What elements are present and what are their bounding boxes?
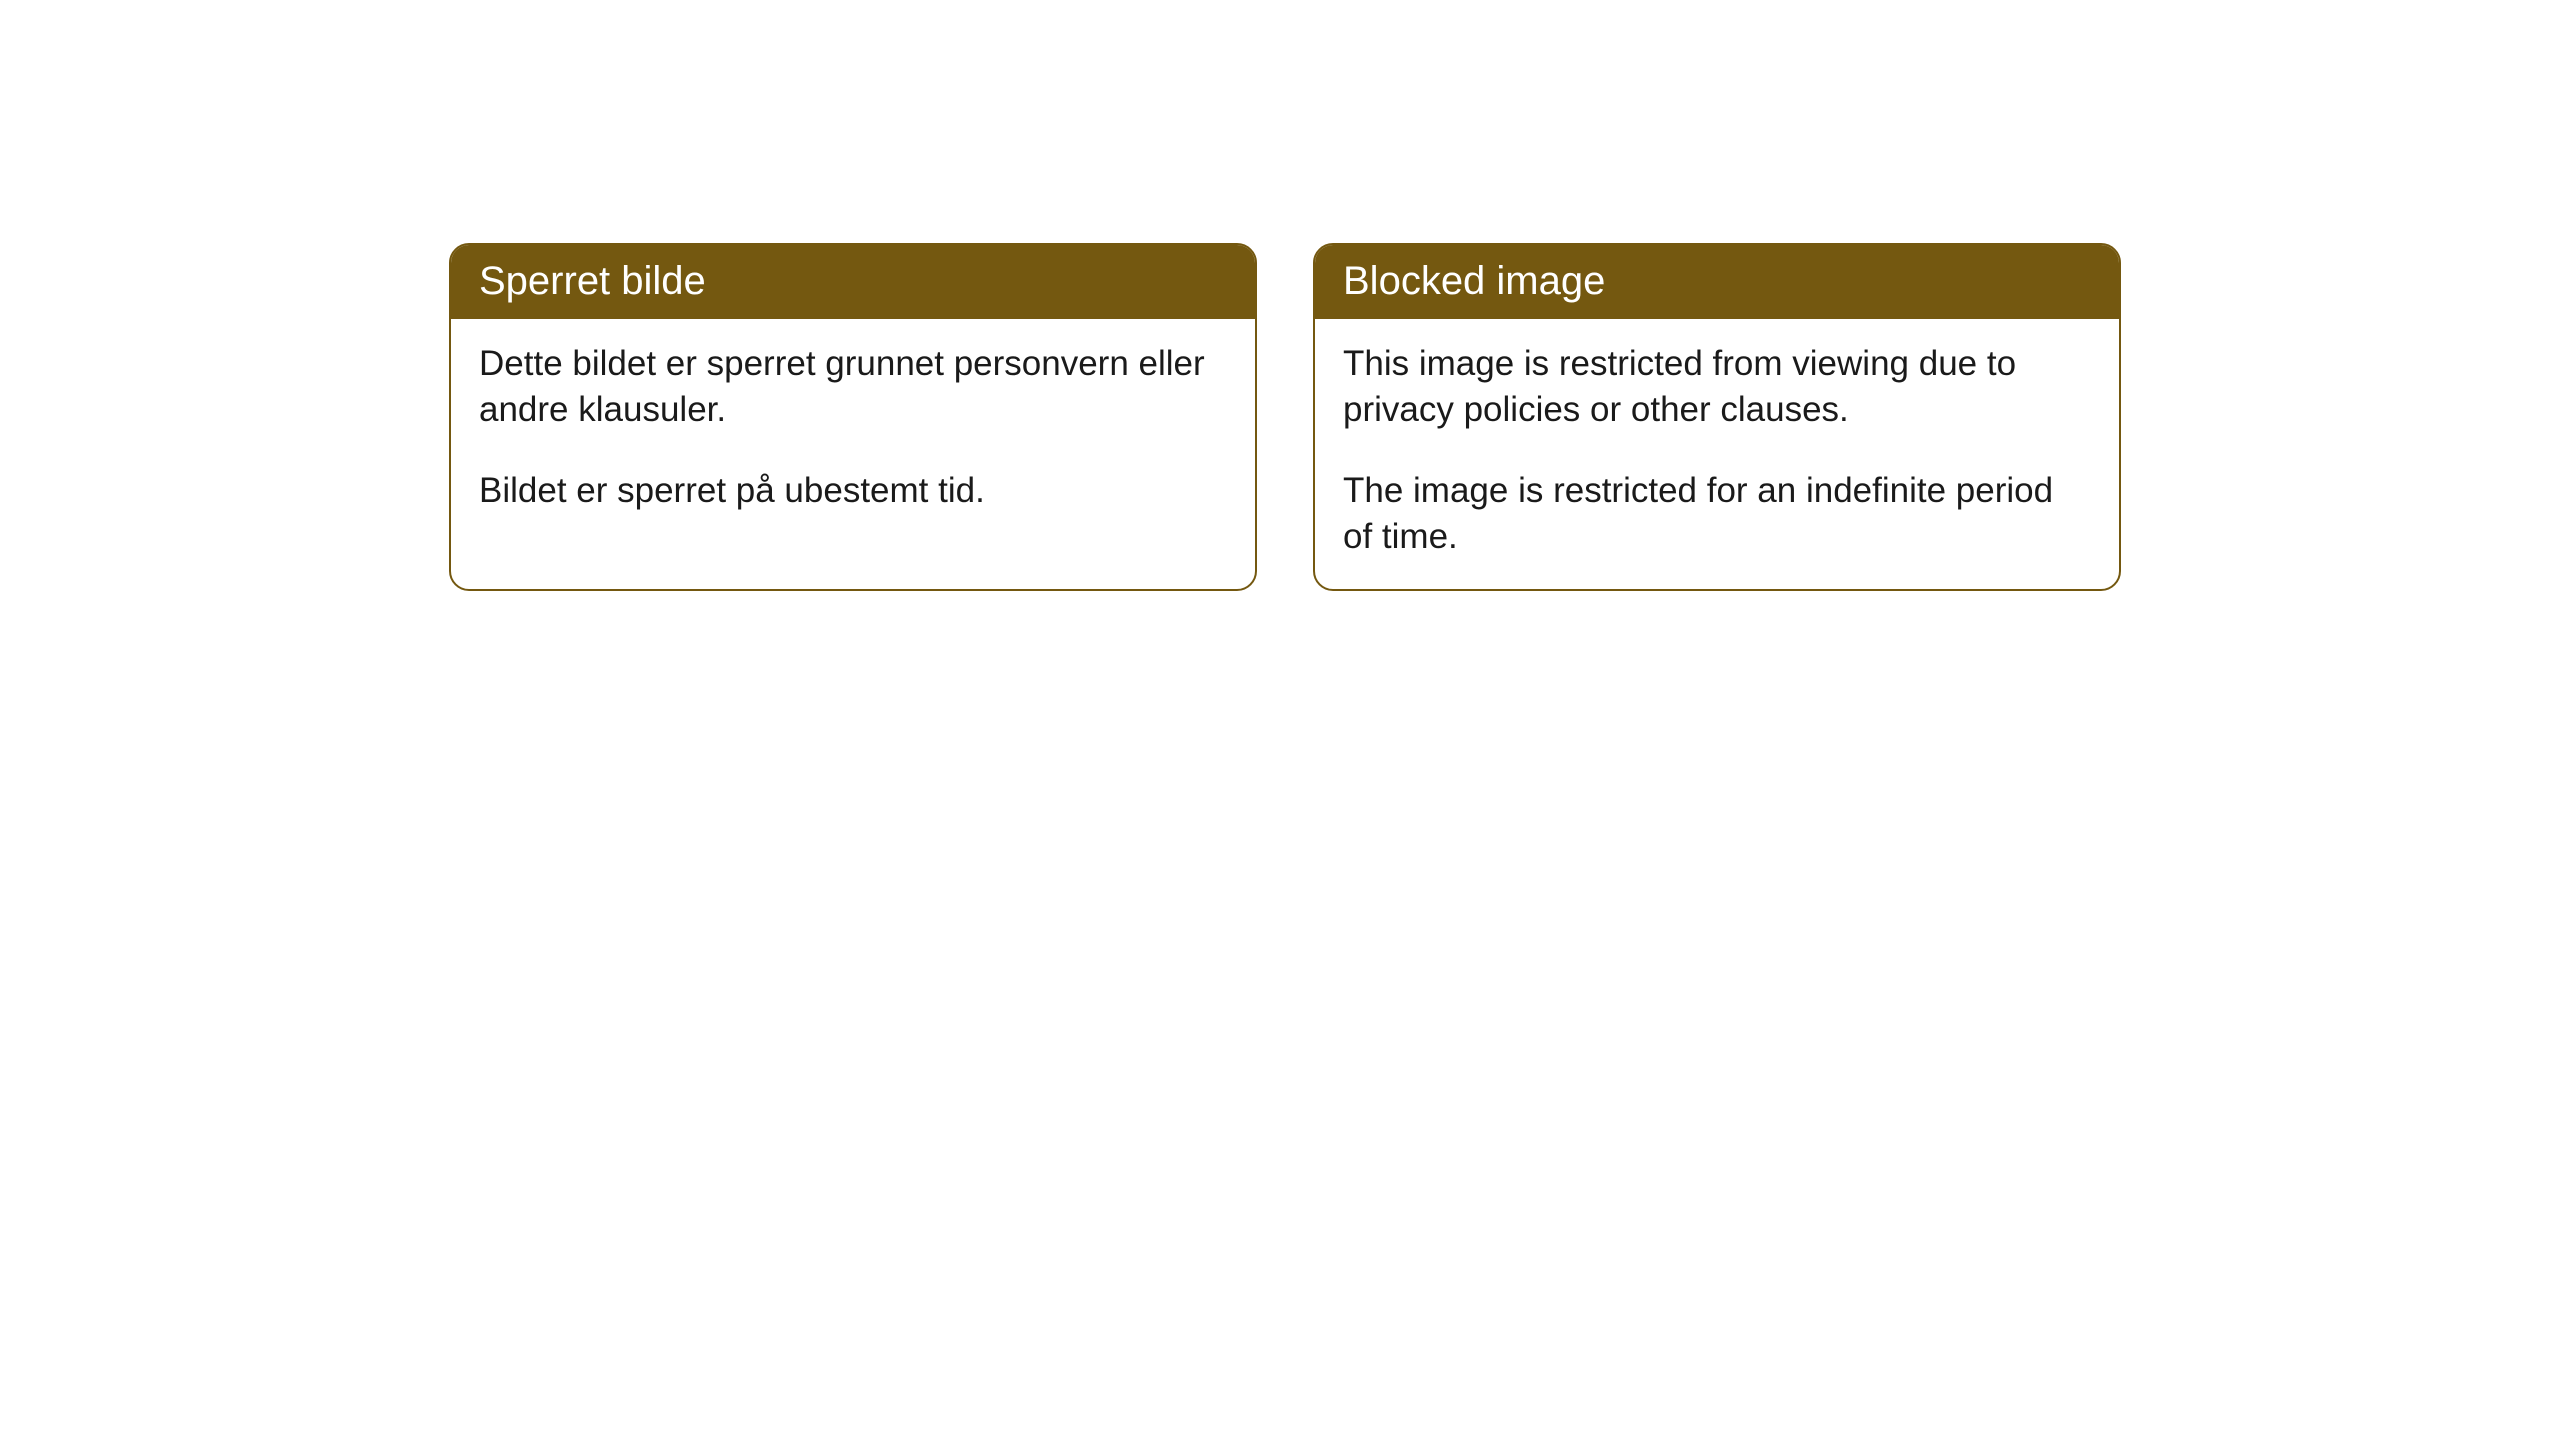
card-paragraph: Dette bildet er sperret grunnet personve… [479, 341, 1227, 432]
card-paragraph: The image is restricted for an indefinit… [1343, 468, 2091, 559]
card-paragraph: Bildet er sperret på ubestemt tid. [479, 468, 1227, 514]
card-body: Dette bildet er sperret grunnet personve… [451, 319, 1255, 589]
card-header: Sperret bilde [451, 245, 1255, 319]
card-header: Blocked image [1315, 245, 2119, 319]
card-paragraph: This image is restricted from viewing du… [1343, 341, 2091, 432]
card-body: This image is restricted from viewing du… [1315, 319, 2119, 589]
cards-container: Sperret bilde Dette bildet er sperret gr… [0, 0, 2560, 591]
card-blocked-norwegian: Sperret bilde Dette bildet er sperret gr… [449, 243, 1257, 591]
card-blocked-english: Blocked image This image is restricted f… [1313, 243, 2121, 591]
